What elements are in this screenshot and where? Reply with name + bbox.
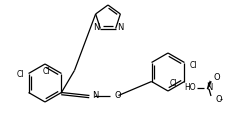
Text: Cl: Cl bbox=[17, 70, 24, 79]
Text: Cl: Cl bbox=[42, 67, 50, 75]
Text: Cl: Cl bbox=[189, 61, 197, 70]
Text: N: N bbox=[118, 23, 124, 32]
Text: +: + bbox=[206, 81, 212, 86]
Text: O: O bbox=[215, 94, 222, 103]
Text: Cl: Cl bbox=[170, 80, 178, 88]
Text: HO: HO bbox=[184, 84, 196, 92]
Text: N: N bbox=[92, 91, 99, 100]
Text: O: O bbox=[114, 91, 121, 100]
Text: O: O bbox=[214, 73, 221, 83]
Text: N: N bbox=[206, 84, 212, 92]
Text: N: N bbox=[93, 23, 99, 32]
Text: -: - bbox=[220, 96, 223, 104]
